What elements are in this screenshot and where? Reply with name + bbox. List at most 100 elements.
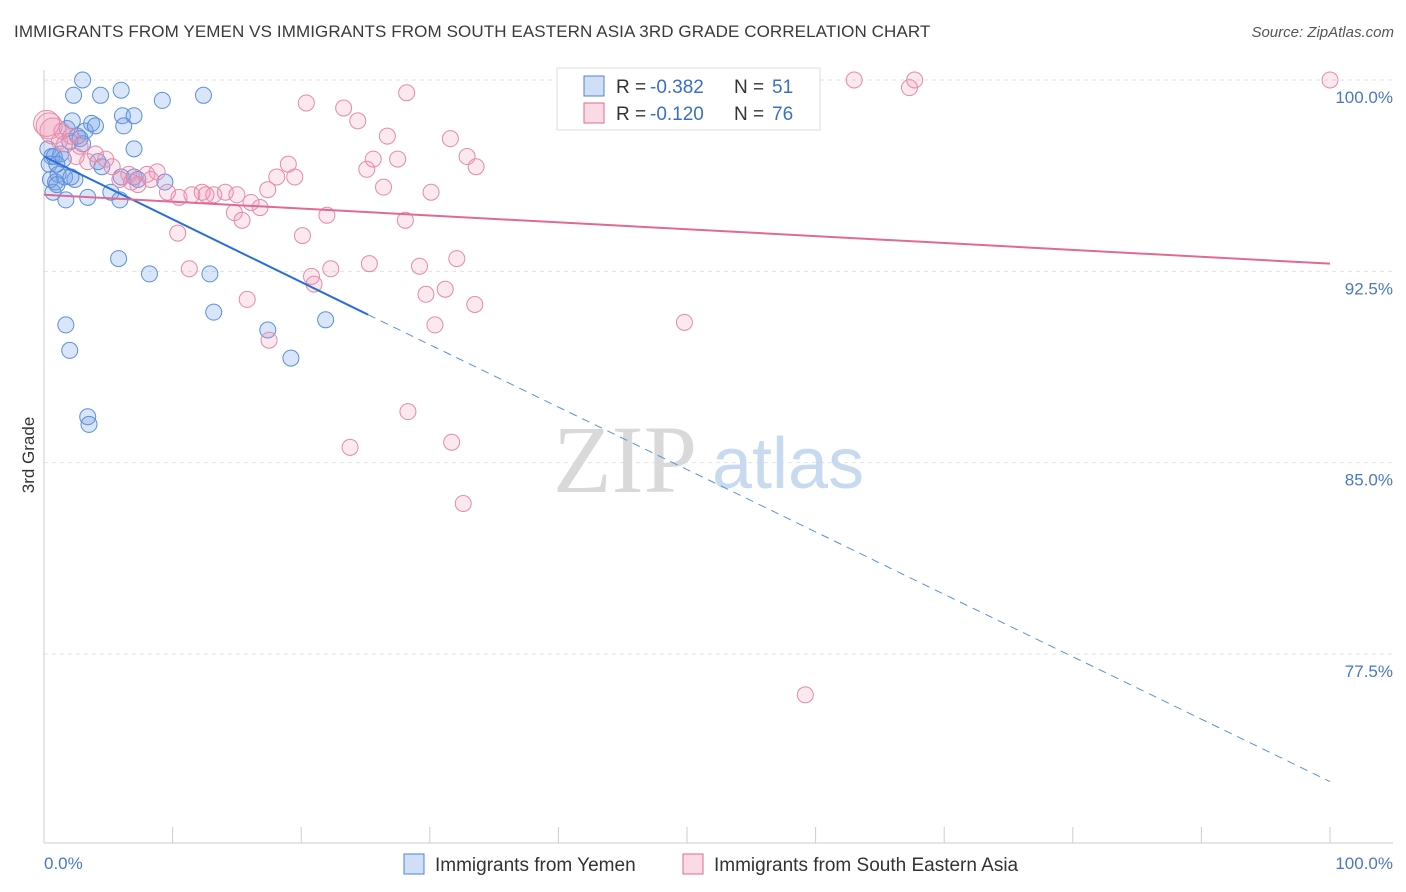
stats-legend-blue-n-value: 51 [772, 77, 793, 98]
y-tick-label-3: 100.0% [1335, 88, 1393, 107]
sea-point-44 [293, 227, 311, 245]
yemen-point-49 [57, 316, 75, 334]
yemen-point-40 [153, 91, 171, 109]
sea-point-74 [142, 170, 160, 188]
sea-point-69 [1321, 71, 1339, 89]
axis-layer [43, 70, 1393, 844]
y-axis-label: 3rd Grade [19, 417, 38, 494]
sea-point-51 [360, 255, 378, 273]
sea-point-28 [335, 99, 353, 117]
stats-legend-pink-n-value: 76 [772, 104, 793, 125]
yemen-point-35 [65, 86, 83, 104]
sea-point-50 [322, 260, 340, 278]
yemen-point-34 [48, 155, 66, 173]
yemen-point-47 [282, 349, 300, 367]
sea-point-9 [103, 158, 121, 176]
sea-point-54 [436, 280, 454, 298]
stats-legend-pink-r-label: R = [616, 104, 646, 125]
sea-point-61 [399, 403, 417, 421]
grid-layer [44, 79, 1393, 655]
sea-point-59 [426, 316, 444, 334]
stats-legend-blue-n-label: N = [734, 77, 764, 98]
yemen-point-11 [63, 112, 81, 130]
sea-point-21 [228, 186, 246, 204]
watermark-atlas: atlas [712, 424, 864, 504]
points-layer [33, 71, 1339, 704]
sea-point-60 [675, 313, 693, 331]
sea-point-40 [467, 158, 485, 176]
sea-point-66 [845, 71, 863, 89]
sea-point-53 [417, 285, 435, 303]
stats-legend-blue-swatch [583, 75, 605, 97]
chart-title: IMMIGRANTS FROM YEMEN VS IMMIGRANTS FROM… [14, 22, 931, 41]
sea-point-29 [349, 112, 367, 130]
yemen-point-41 [194, 86, 212, 104]
yemen-point-45 [205, 303, 223, 321]
sea-point-36 [398, 84, 416, 102]
sea-point-57 [238, 290, 256, 308]
sea-point-26 [286, 168, 304, 186]
legend-blue-label: Immigrants from Yemen [435, 855, 636, 876]
sea-point-47 [180, 260, 198, 278]
watermark: ZIP atlas [553, 406, 864, 513]
x-tick-label-min: 0.0% [44, 854, 83, 873]
bottom-legend: Immigrants from Yemen Immigrants from So… [403, 853, 1019, 876]
sea-point-52 [411, 257, 429, 275]
sea-point-45 [318, 206, 336, 224]
stats-legend-pink-swatch [583, 102, 605, 124]
yemen-point-50 [61, 341, 79, 359]
sea-point-68 [906, 71, 924, 89]
y-tick-label-1: 85.0% [1345, 471, 1393, 490]
sea-point-33 [378, 127, 396, 145]
sea-point-75 [197, 186, 215, 204]
sea-point-42 [233, 211, 251, 229]
source-label: Source: ZipAtlas.com [1251, 24, 1394, 41]
sea-point-34 [389, 150, 407, 168]
yemen-trend-extension [367, 314, 1331, 783]
stats-legend-blue-r-value: -0.382 [650, 77, 704, 98]
x-tick-label-max: 100.0% [1335, 854, 1393, 873]
sea-point-27 [297, 94, 315, 112]
yemen-point-16 [86, 117, 104, 135]
sea-point-58 [260, 331, 278, 349]
yemen-point-44 [201, 265, 219, 283]
sea-trend-line [43, 193, 1331, 265]
sea-point-55 [448, 250, 466, 268]
y-tick-labels: 77.5% 85.0% 92.5% 100.0% [1335, 88, 1393, 681]
yemen-point-32 [140, 265, 158, 283]
sea-point-49 [305, 275, 323, 293]
sea-point-64 [454, 494, 472, 512]
stats-legend-box [556, 67, 821, 131]
sea-point-32 [375, 178, 393, 196]
stats-legend-pink-n-label: N = [734, 104, 764, 125]
sea-point-71 [53, 122, 71, 140]
yemen-point-17 [57, 191, 75, 209]
legend-pink-swatch [682, 853, 704, 875]
watermark-zip: ZIP [553, 406, 697, 513]
sea-point-37 [422, 183, 440, 201]
trend-layer [43, 155, 1331, 783]
yemen-point-24 [74, 71, 92, 89]
yemen-trend-line [43, 155, 369, 316]
stats-legend: R = -0.382 N = 51 R = -0.120 N = 76 [556, 67, 821, 131]
yemen-point-42 [125, 140, 143, 158]
sea-point-23 [259, 181, 277, 199]
legend-pink-label: Immigrants from South Eastern Asia [714, 855, 1019, 876]
yemen-point-53 [110, 250, 128, 268]
yemen-point-54 [112, 81, 130, 99]
sea-point-24 [268, 168, 286, 186]
yemen-point-39 [125, 107, 143, 125]
sea-point-72 [67, 148, 85, 166]
sea-point-7 [86, 145, 104, 163]
y-tick-label-0: 77.5% [1345, 662, 1393, 681]
yemen-point-36 [92, 86, 110, 104]
sea-point-31 [364, 150, 382, 168]
yemen-point-19 [48, 176, 66, 194]
sea-point-5 [71, 137, 89, 155]
sea-point-30 [358, 160, 376, 178]
sea-point-73 [122, 173, 140, 191]
sea-point-65 [796, 686, 814, 704]
yemen-point-38 [115, 117, 133, 135]
sea-point-56 [466, 295, 484, 313]
